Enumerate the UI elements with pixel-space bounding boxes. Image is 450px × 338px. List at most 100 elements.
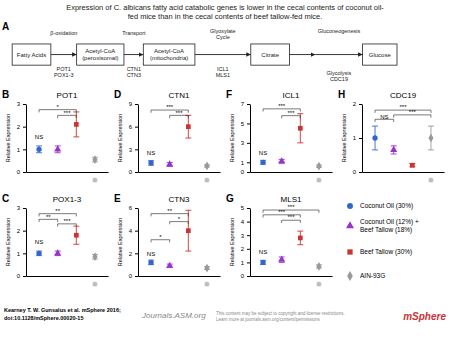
y-tick: 7: [241, 101, 250, 107]
y-tick: 6: [129, 205, 138, 211]
y-tick-mark: [247, 123, 250, 124]
legend: Coconut Oil (30%)Coconut Oil (12%) +Beef…: [346, 202, 419, 281]
y-axis-title: Relative Expression: [341, 114, 347, 163]
y-tick-label: 0: [353, 169, 357, 175]
y-tick-mark: [135, 231, 138, 232]
plot-area: [148, 110, 210, 170]
significance-label: *: [159, 234, 162, 240]
y-tick-label: 1: [241, 260, 245, 266]
y-tick: 3: [241, 233, 250, 239]
y-tick: 0: [17, 169, 26, 175]
text-line: MLS1: [216, 72, 230, 78]
error-bar: [36, 251, 42, 256]
y-tick: 1: [353, 135, 362, 141]
pathway-arrow: [124, 54, 143, 55]
group-symbol: ❅: [204, 280, 211, 289]
error-bar: [372, 126, 378, 150]
y-tick-mark: [23, 149, 26, 150]
y-tick: 4: [241, 219, 250, 225]
group-symbol: ❅: [316, 280, 323, 289]
point: [92, 252, 97, 261]
y-tick-label: 7: [241, 101, 245, 107]
y-tick: 0: [353, 169, 362, 175]
panel-label: F: [226, 89, 232, 100]
significance-bracket: [263, 210, 319, 213]
significance-bracket: [151, 110, 188, 113]
y-tick-label: 5: [241, 205, 245, 211]
text-line: β-oxidation: [50, 30, 77, 36]
point: [316, 262, 321, 271]
pathway-step-label: β-oxidation: [50, 30, 77, 36]
y-tick-label: 0: [129, 273, 133, 279]
group-symbol: ❅: [428, 176, 435, 185]
significance-bracket: [151, 240, 170, 243]
axis-line: [26, 209, 27, 277]
point: [74, 122, 79, 127]
y-axis-title: Relative Expression: [229, 218, 235, 267]
point: [54, 145, 61, 151]
y-tick-mark: [247, 172, 250, 173]
panel-title: MLS1: [281, 195, 302, 204]
axis-line: [250, 209, 251, 277]
significance-bracket: [282, 220, 301, 223]
text-line: (mitochondria): [150, 54, 188, 60]
y-tick: 4: [129, 228, 138, 234]
y-tick: 2: [241, 246, 250, 252]
error-bar: [185, 115, 191, 138]
text-line: Beef Tallow (30%): [360, 248, 412, 256]
axis-line: [251, 276, 333, 277]
significance-label: ***: [399, 104, 407, 110]
error-bar: [260, 260, 266, 264]
significance-label: **: [55, 208, 60, 214]
pathway-gene-label: CTN1CTN3: [127, 66, 141, 78]
significance-bracket: [375, 110, 431, 113]
pathway-node-label: Acetyl-CoA(mitochondria): [150, 48, 188, 61]
axis-line: [27, 172, 109, 173]
axis-line: [26, 105, 27, 173]
y-tick: 0: [241, 273, 250, 279]
y-tick-label: 2: [17, 124, 21, 130]
text-line: POX1-3: [54, 72, 74, 78]
y-tick-label: 0: [17, 169, 21, 175]
y-tick-mark: [247, 276, 250, 277]
y-tick-label: 2: [241, 246, 245, 252]
text-line: Acetyl-CoA: [154, 48, 184, 54]
significance-label: **: [46, 214, 51, 220]
pathway-node-label: Glucose: [369, 51, 392, 57]
axis-line: [363, 172, 445, 173]
x-axis: [139, 172, 221, 174]
text-line: AIN-93G: [360, 272, 385, 279]
panel: HCDC19Relative Expression012NS******❅: [338, 89, 445, 185]
panel: CPOX1-3Relative Expression0123NS*******❅: [2, 193, 109, 289]
significance-label: NS: [380, 114, 388, 120]
significance-bracket: [39, 214, 76, 217]
point: [54, 249, 61, 255]
error-bar: [55, 146, 61, 153]
y-tick-mark: [247, 222, 250, 223]
y-tick-label: 2: [129, 251, 133, 257]
y-tick: 2: [17, 124, 26, 130]
y-tick-mark: [247, 262, 250, 263]
y-tick-label: 3: [241, 233, 245, 239]
significance-bracket: [394, 115, 431, 118]
significance-label: NS: [259, 150, 267, 156]
y-tick-label: 5: [241, 121, 245, 127]
y-tick-mark: [135, 276, 138, 277]
error-bar: [36, 146, 42, 153]
y-axis: 0123: [17, 101, 27, 175]
text-line: (peroxisomal): [82, 54, 118, 60]
pathway-diagram: AFatty AcidsAcetyl-CoA(peroxisomal)Acety…: [2, 21, 397, 82]
legend-symbol: [347, 203, 353, 209]
y-tick: 5: [241, 121, 250, 127]
footer-citation: Kearney T. W. Gunsalus et al. mSphere 20…: [4, 307, 121, 313]
panel: GMLS1Relative Expression012345NS********…: [226, 193, 333, 289]
point: [36, 147, 41, 152]
legend-label: Coconut Oil (30%): [360, 202, 413, 210]
y-tick: 2: [17, 228, 26, 234]
point: [204, 162, 209, 171]
axis-line: [250, 105, 251, 173]
panel-title: POX1-3: [53, 195, 82, 204]
significance-bracket: [263, 109, 300, 112]
significance-label: ***: [287, 110, 295, 116]
y-tick-label: 2: [353, 101, 357, 107]
